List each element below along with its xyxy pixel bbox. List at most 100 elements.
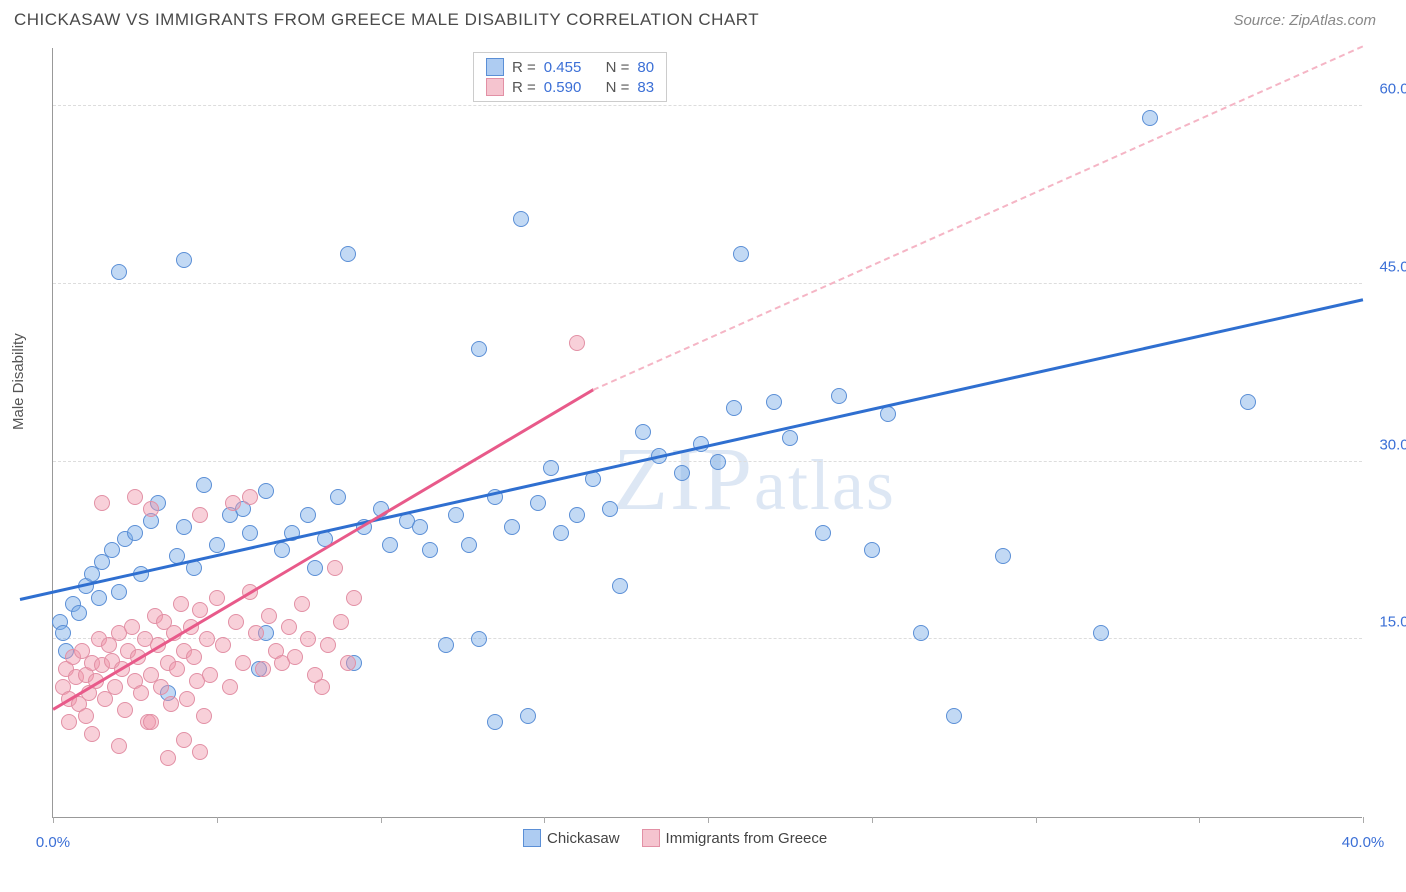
data-point <box>674 465 690 481</box>
data-point <box>111 738 127 754</box>
x-tick-mark <box>53 817 54 823</box>
y-tick-label: 45.0% <box>1379 258 1406 275</box>
data-point <box>55 625 71 641</box>
stats-row: R = 0.455 N = 80 <box>486 57 654 77</box>
data-point <box>635 424 651 440</box>
data-point <box>111 584 127 600</box>
n-label: N = <box>606 59 630 76</box>
legend-item: Immigrants from Greece <box>642 829 828 847</box>
data-point <box>199 631 215 647</box>
trend-line <box>593 45 1363 390</box>
data-point <box>133 685 149 701</box>
data-point <box>192 602 208 618</box>
data-point <box>726 400 742 416</box>
data-point <box>248 625 264 641</box>
legend-swatch <box>523 829 541 847</box>
data-point <box>294 596 310 612</box>
data-point <box>422 542 438 558</box>
data-point <box>504 519 520 535</box>
data-point <box>471 341 487 357</box>
data-point <box>94 495 110 511</box>
data-point <box>327 560 343 576</box>
data-point <box>487 714 503 730</box>
watermark-text: ZIPatlas <box>613 428 896 531</box>
data-point <box>448 507 464 523</box>
data-point <box>196 708 212 724</box>
data-point <box>192 744 208 760</box>
x-tick-mark <box>381 817 382 823</box>
data-point <box>513 211 529 227</box>
data-point <box>710 454 726 470</box>
r-value: 0.590 <box>544 79 582 96</box>
data-point <box>173 596 189 612</box>
gridline-horizontal <box>53 461 1362 462</box>
data-point <box>242 525 258 541</box>
data-point <box>782 430 798 446</box>
data-point <box>333 614 349 630</box>
x-tick-mark <box>1036 817 1037 823</box>
legend-item: Chickasaw <box>523 829 620 847</box>
r-label: R = <box>512 59 536 76</box>
data-point <box>569 507 585 523</box>
correlation-stats-box: R = 0.455 N = 80R = 0.590 N = 83 <box>473 52 667 102</box>
data-point <box>186 649 202 665</box>
data-point <box>314 679 330 695</box>
data-point <box>169 661 185 677</box>
data-point <box>520 708 536 724</box>
data-point <box>176 252 192 268</box>
x-tick-mark <box>1363 817 1364 823</box>
data-point <box>124 619 140 635</box>
data-point <box>117 702 133 718</box>
data-point <box>176 732 192 748</box>
n-value: 83 <box>637 79 654 96</box>
data-point <box>946 708 962 724</box>
data-point <box>215 637 231 653</box>
data-point <box>569 335 585 351</box>
data-point <box>225 495 241 511</box>
r-value: 0.455 <box>544 59 582 76</box>
data-point <box>340 655 356 671</box>
data-point <box>255 661 271 677</box>
data-point <box>346 590 362 606</box>
gridline-horizontal <box>53 283 1362 284</box>
data-point <box>222 679 238 695</box>
data-point <box>995 548 1011 564</box>
data-point <box>913 625 929 641</box>
data-point <box>320 637 336 653</box>
data-point <box>864 542 880 558</box>
source-attribution: Source: ZipAtlas.com <box>1233 12 1376 29</box>
n-value: 80 <box>637 59 654 76</box>
data-point <box>107 679 123 695</box>
data-point <box>553 525 569 541</box>
data-point <box>242 489 258 505</box>
trend-line <box>52 388 594 710</box>
data-point <box>209 590 225 606</box>
data-point <box>143 714 159 730</box>
data-point <box>471 631 487 647</box>
data-point <box>153 679 169 695</box>
data-point <box>287 649 303 665</box>
data-point <box>163 696 179 712</box>
legend-label: Chickasaw <box>547 830 620 847</box>
data-point <box>733 246 749 262</box>
data-point <box>127 525 143 541</box>
data-point <box>209 537 225 553</box>
data-point <box>438 637 454 653</box>
data-point <box>831 388 847 404</box>
y-axis-label: Male Disability <box>10 333 27 430</box>
data-point <box>192 507 208 523</box>
data-point <box>340 246 356 262</box>
data-point <box>1142 110 1158 126</box>
x-tick-label: 0.0% <box>36 834 70 851</box>
y-tick-label: 30.0% <box>1379 436 1406 453</box>
x-tick-label: 40.0% <box>1342 834 1385 851</box>
data-point <box>530 495 546 511</box>
series-legend: Chickasaw Immigrants from Greece <box>523 829 827 847</box>
x-tick-mark <box>544 817 545 823</box>
data-point <box>202 667 218 683</box>
chart-plot-area: ZIPatlas R =0.455 N =80R =0.590 N =83 Ch… <box>52 48 1362 818</box>
data-point <box>307 560 323 576</box>
x-tick-mark <box>217 817 218 823</box>
data-point <box>258 483 274 499</box>
legend-swatch <box>486 58 504 76</box>
